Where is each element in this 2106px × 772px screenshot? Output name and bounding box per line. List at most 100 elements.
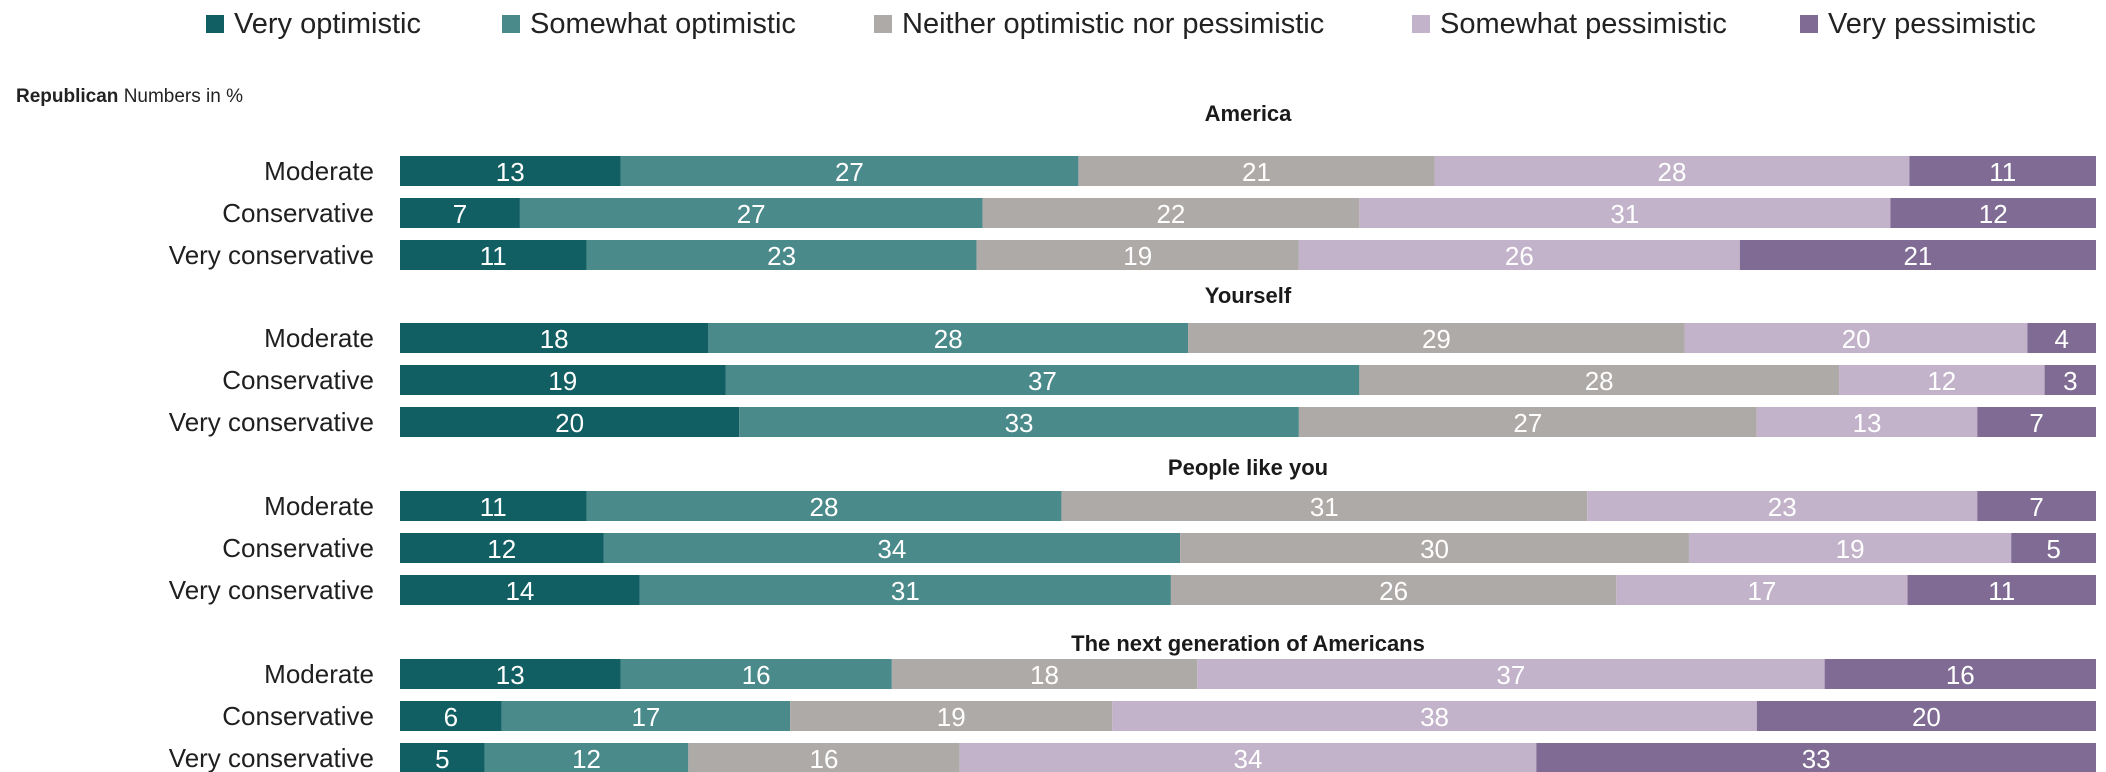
row-label: Conservative (222, 533, 374, 563)
bar-segment (725, 365, 1360, 395)
legend-swatch (206, 15, 224, 33)
data-label: 18 (540, 324, 569, 354)
bar-segment (1907, 575, 2096, 605)
data-label: 12 (1927, 366, 1956, 396)
data-label: 21 (1903, 241, 1932, 271)
legend-item: Neither optimistic nor pessimistic (874, 4, 1324, 44)
data-label: 14 (505, 576, 534, 606)
bar-segment (1170, 575, 1617, 605)
bar-segment (484, 743, 689, 772)
legend-label: Very optimistic (234, 7, 421, 40)
bar-segment (1298, 407, 1757, 437)
bar-segment (400, 575, 640, 605)
data-label: 19 (1123, 241, 1152, 271)
row-label: Very conservative (169, 240, 374, 270)
bar-segment (1197, 659, 1825, 689)
row-label: Moderate (264, 491, 374, 521)
data-label: 16 (1946, 660, 1975, 690)
bar-segment (603, 533, 1181, 563)
data-label: 30 (1420, 534, 1449, 564)
bar-segment (501, 701, 791, 731)
bar-segment (790, 701, 1113, 731)
legend-swatch (502, 15, 520, 33)
bar-segment (639, 575, 1171, 605)
bar-segment (586, 240, 977, 270)
data-label: 31 (1310, 492, 1339, 522)
data-label: 4 (2055, 324, 2069, 354)
data-label: 18 (1030, 660, 1059, 690)
data-label: 21 (1242, 157, 1271, 187)
data-label: 27 (1513, 408, 1542, 438)
row-label: Conservative (222, 365, 374, 395)
bar-segment (1061, 491, 1588, 521)
bar-segment (708, 323, 1189, 353)
bar-segment (1078, 156, 1435, 186)
row-label: Conservative (222, 701, 374, 731)
legend-label: Somewhat optimistic (530, 7, 796, 40)
data-label: 23 (1768, 492, 1797, 522)
legend-swatch (874, 15, 892, 33)
data-label: 31 (1610, 199, 1639, 229)
bar-segment (400, 365, 726, 395)
bar-segment (1188, 323, 1685, 353)
data-label: 27 (835, 157, 864, 187)
data-label: 11 (480, 241, 507, 271)
bar-segment (1298, 240, 1740, 270)
data-label: 22 (1156, 199, 1185, 229)
data-label: 11 (480, 492, 507, 522)
bar-segment (1977, 491, 2096, 521)
bar-segment (400, 491, 587, 521)
bar-segment (891, 659, 1198, 689)
bar-segment (2011, 533, 2096, 563)
legend-item: Very pessimistic (1800, 4, 2036, 44)
row-label: Moderate (264, 156, 374, 186)
bar-segment (400, 198, 520, 228)
row-label: Very conservative (169, 407, 374, 437)
data-label: 20 (555, 408, 584, 438)
row-label: Very conservative (169, 743, 374, 772)
bar-segment (1359, 198, 1891, 228)
bar-segment (1756, 701, 2096, 731)
data-label: 16 (742, 660, 771, 690)
row-label: Moderate (264, 323, 374, 353)
data-label: 13 (1853, 408, 1882, 438)
subtitle-units: Numbers in % (123, 86, 244, 107)
bar-segment (400, 240, 587, 270)
data-label: 31 (891, 576, 920, 606)
data-label: 26 (1505, 241, 1534, 271)
bar-segment (586, 491, 1062, 521)
data-label: 13 (496, 660, 525, 690)
legend-swatch (1412, 15, 1430, 33)
chart-legend: Very optimistic Somewhat optimistic Neithe… (0, 4, 2106, 44)
data-label: 17 (631, 702, 660, 732)
chart-subtitle: Republican Numbers in % (16, 86, 243, 108)
bar-segment (688, 743, 960, 772)
bar-segment (1434, 156, 1910, 186)
bar-segment (400, 701, 502, 731)
data-label: 37 (1496, 660, 1525, 690)
data-label: 37 (1028, 366, 1057, 396)
bar-segment (1684, 323, 2028, 353)
data-label: 34 (877, 534, 906, 564)
data-label: 20 (1842, 324, 1871, 354)
row-label: Conservative (222, 198, 374, 228)
data-label: 17 (1747, 576, 1776, 606)
bar-segment (1180, 533, 1689, 563)
bar-segment (1824, 659, 2096, 689)
legend-label: Very pessimistic (1828, 7, 2036, 40)
bar-segment (400, 156, 621, 186)
data-label: 12 (487, 534, 516, 564)
panel-title: The next generation of Americans (1071, 631, 1425, 656)
data-label: 38 (1420, 702, 1449, 732)
data-label: 7 (453, 199, 467, 229)
bar-segment (1112, 701, 1757, 731)
bar-segment (620, 659, 892, 689)
data-label: 3 (2063, 366, 2077, 396)
data-label: 28 (810, 492, 839, 522)
data-label: 27 (737, 199, 766, 229)
data-label: 28 (934, 324, 963, 354)
legend-item: Somewhat optimistic (502, 4, 796, 44)
subtitle-party: Republican (16, 86, 119, 107)
data-label: 13 (496, 157, 525, 187)
